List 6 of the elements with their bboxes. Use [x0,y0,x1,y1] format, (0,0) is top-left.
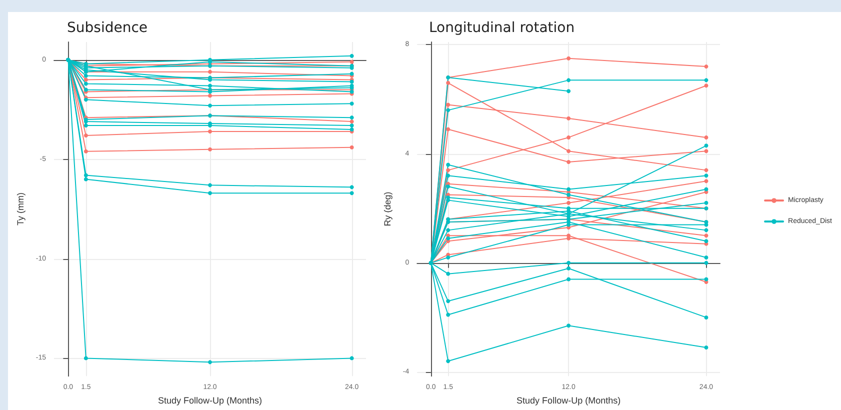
chart-title: Subsidence [67,20,148,36]
x-axis-title: Study Follow-Up (Months) [516,396,621,406]
x-axis-title: Study Follow-Up (Months) [158,396,262,406]
y-axis-title: Ry (deg) [382,192,392,226]
chart-title: Longitudinal rotation [429,20,575,36]
y-axis-title: Ty (mm) [16,192,26,226]
